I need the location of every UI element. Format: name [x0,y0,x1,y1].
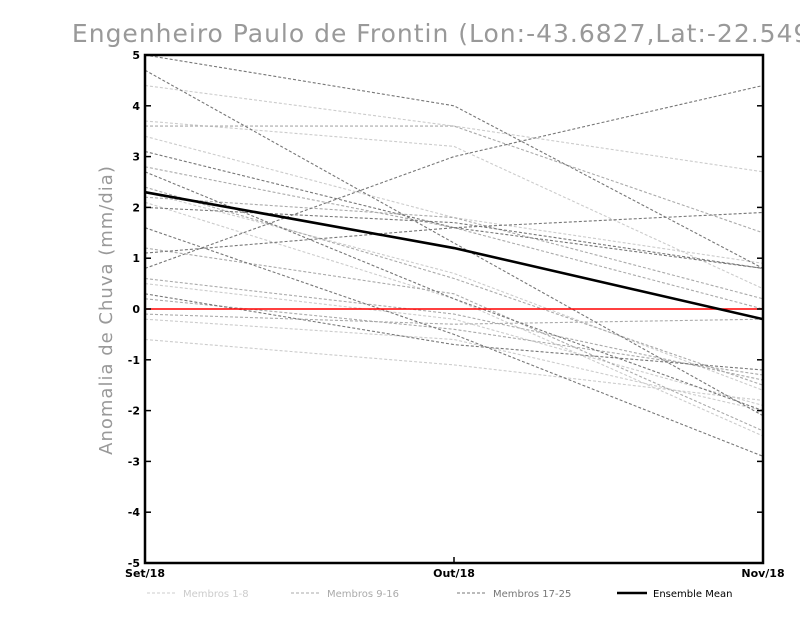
y-tick-label: 1 [132,252,140,265]
y-tick-label: 3 [132,151,140,164]
y-ticks: -5 -4 -3 -2 -1 0 1 2 3 4 5 [128,49,763,570]
y-axis-label: Anomalia de Chuva (mm/dia) [96,165,117,455]
series-line [144,313,764,325]
series-layer [144,54,764,457]
series-line [144,186,764,386]
series-line [144,135,764,264]
series-line [144,150,764,269]
chart-title: Engenheiro Paulo de Frontin (Lon:-43.682… [72,19,800,48]
y-tick-label: 4 [132,100,140,113]
y-tick-label: -5 [128,557,140,570]
series-line [144,171,764,412]
series-line [144,318,764,412]
x-tick-label: Set/18 [125,567,165,580]
series-line [144,69,764,417]
series-line [144,196,764,300]
series-line [144,84,764,269]
series-line [144,283,764,407]
x-ticks: Set/18 Out/18 Nov/18 [125,557,785,580]
y-tick-label: 5 [132,49,140,62]
x-tick-label: Out/18 [433,567,475,580]
x-tick-label: Nov/18 [741,567,784,580]
legend-label: Membros 17-25 [493,589,571,600]
mean-layer [144,190,764,321]
legend-label: Ensemble Mean [653,589,732,600]
series-line [144,293,764,371]
ensemble-mean-line [144,190,764,321]
series-line [144,191,764,391]
series-line [144,338,764,401]
legend-label: Membros 9-16 [327,589,399,600]
legend: Membros 1-8 Membros 9-16 Membros 17-25 Ense… [147,589,732,600]
series-line [144,227,764,457]
y-tick-label: 0 [132,303,140,316]
y-tick-label: -2 [128,405,140,418]
series-line [144,298,764,376]
y-tick-label: 2 [132,201,140,214]
y-tick-label: -3 [128,455,140,468]
legend-label: Membros 1-8 [183,589,249,600]
series-line [144,206,764,269]
series-line [144,211,764,254]
series-line [144,120,764,290]
series-line [144,166,764,310]
series-line [145,125,764,234]
series-line [144,54,764,269]
series-line [144,247,764,432]
y-tick-label: -1 [128,354,140,367]
series-line [144,201,764,437]
y-tick-label: -4 [128,506,141,519]
series-line [144,84,764,173]
